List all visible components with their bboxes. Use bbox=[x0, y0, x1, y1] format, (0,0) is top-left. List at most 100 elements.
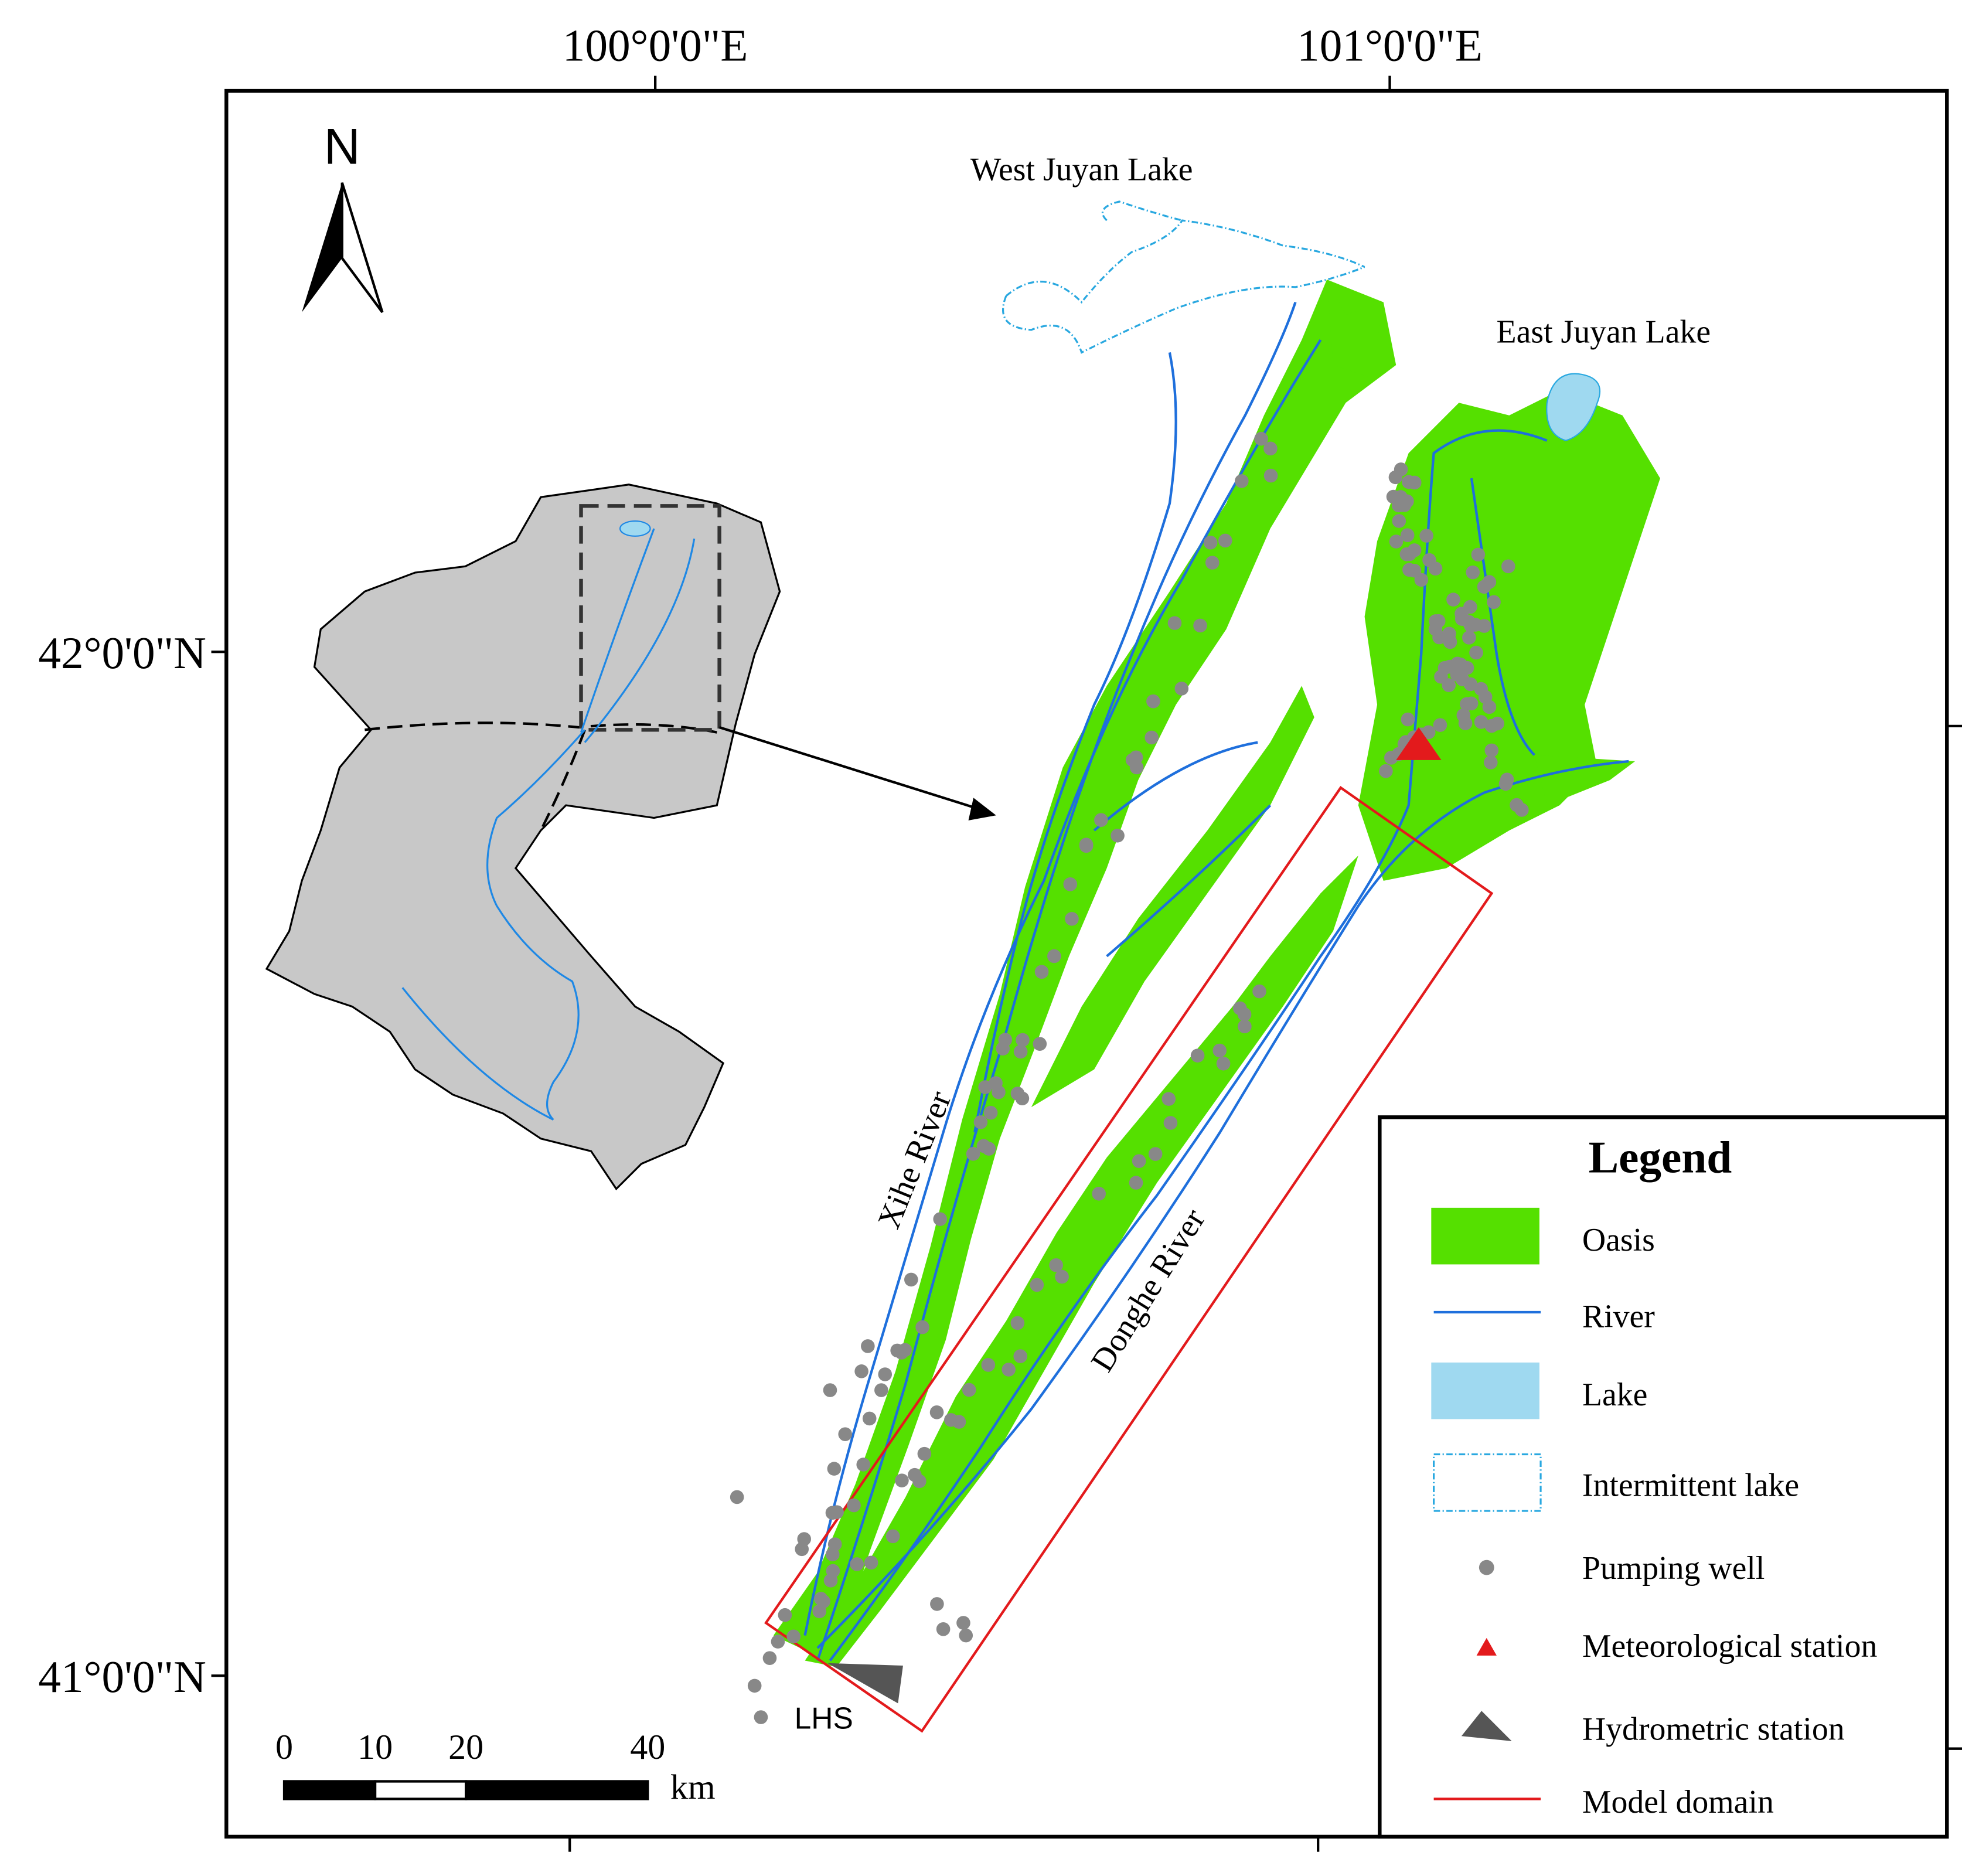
pumping-well bbox=[1033, 1037, 1047, 1051]
pumping-well bbox=[862, 1411, 877, 1426]
pumping-well bbox=[1013, 1349, 1028, 1363]
north-arrow bbox=[340, 182, 384, 314]
legend-label: Model domain bbox=[1582, 1784, 1774, 1820]
pumping-well bbox=[1055, 1269, 1069, 1284]
pumping-well bbox=[978, 1080, 992, 1094]
pumping-well bbox=[1034, 965, 1049, 979]
pumping-wells bbox=[730, 431, 1529, 1724]
pumping-well bbox=[1443, 635, 1457, 649]
pumping-well bbox=[778, 1608, 792, 1622]
pumping-well bbox=[1010, 1316, 1025, 1330]
pumping-well bbox=[1477, 580, 1491, 594]
legend-title: Legend bbox=[1589, 1132, 1732, 1183]
legend-symbol bbox=[1476, 1637, 1497, 1656]
pumping-well bbox=[1237, 1007, 1252, 1022]
pumping-well bbox=[854, 1364, 868, 1378]
pumping-well bbox=[850, 1557, 864, 1571]
pumping-well bbox=[1013, 1044, 1028, 1059]
pumping-well bbox=[825, 1506, 840, 1520]
pumping-well bbox=[1252, 984, 1266, 999]
pumping-well bbox=[878, 1367, 893, 1381]
pumping-well bbox=[762, 1651, 777, 1665]
pumping-well bbox=[1079, 837, 1094, 852]
lake-label: West Juyan Lake bbox=[970, 151, 1193, 188]
legend-label: Intermittent lake bbox=[1582, 1467, 1799, 1503]
pumping-well bbox=[1407, 475, 1422, 490]
pumping-well bbox=[989, 1076, 1003, 1090]
pumping-well bbox=[936, 1622, 951, 1636]
pumping-well bbox=[1193, 618, 1207, 633]
inset-river bbox=[401, 528, 696, 1121]
pumping-well bbox=[1254, 431, 1268, 446]
lake bbox=[1546, 373, 1601, 441]
intermittent-lake bbox=[1002, 200, 1365, 354]
legend-label: River bbox=[1582, 1299, 1655, 1335]
pumping-well bbox=[1092, 1186, 1106, 1201]
pumping-well bbox=[1394, 462, 1408, 476]
inset-lake bbox=[619, 520, 651, 537]
pumping-well bbox=[864, 1555, 878, 1570]
pumping-well bbox=[1464, 696, 1479, 711]
scale-segment bbox=[465, 1780, 649, 1800]
y-coordinate-label: 42°0'0"N bbox=[38, 628, 206, 678]
hydrometric-station bbox=[827, 1663, 903, 1704]
pumping-well bbox=[747, 1678, 762, 1693]
inset-basin bbox=[265, 484, 781, 1191]
pumping-well bbox=[981, 1358, 996, 1372]
y-coordinate-label: 41°0'0"N bbox=[38, 1652, 206, 1702]
pumping-well bbox=[1161, 1092, 1176, 1106]
river bbox=[803, 301, 1629, 1661]
pumping-well bbox=[885, 1529, 900, 1544]
scale-segment bbox=[282, 1780, 377, 1800]
pumping-well bbox=[1129, 750, 1143, 765]
pumping-well bbox=[1510, 798, 1524, 812]
pumping-well bbox=[1477, 619, 1491, 633]
pumping-well bbox=[1419, 529, 1433, 543]
pumping-well bbox=[1483, 755, 1498, 770]
legend-label: Hydrometric station bbox=[1582, 1711, 1845, 1748]
pumping-well bbox=[1392, 514, 1406, 528]
pumping-well bbox=[904, 1272, 918, 1287]
pumping-well bbox=[1190, 1048, 1205, 1063]
pumping-well bbox=[1167, 616, 1182, 630]
pumping-well bbox=[786, 1629, 801, 1644]
pumping-well bbox=[930, 1597, 944, 1611]
x-coordinate-label: 100°0'0"E bbox=[563, 21, 748, 71]
pumping-well bbox=[1407, 543, 1422, 557]
pumping-well bbox=[1446, 593, 1460, 607]
legend-symbol bbox=[1479, 1560, 1494, 1575]
legend-symbol bbox=[1431, 1207, 1539, 1265]
model-domain bbox=[764, 786, 1494, 1733]
map-frame bbox=[224, 88, 1949, 1839]
pumping-well bbox=[929, 1405, 944, 1419]
scale-segment bbox=[373, 1780, 468, 1800]
pumping-well bbox=[812, 1604, 827, 1619]
pumping-well bbox=[1132, 1154, 1146, 1168]
pumping-well bbox=[1462, 615, 1476, 629]
pumping-well bbox=[856, 1458, 871, 1472]
pumping-well bbox=[1501, 559, 1515, 574]
pumping-well bbox=[1471, 547, 1486, 562]
pumping-well bbox=[898, 1343, 912, 1357]
meteorological-station bbox=[1396, 727, 1442, 760]
inset-boundary bbox=[539, 729, 586, 831]
pumping-well bbox=[1129, 760, 1144, 775]
pumping-well bbox=[771, 1635, 785, 1649]
scale-tick-label: 10 bbox=[357, 1727, 393, 1766]
graticule-ticks bbox=[211, 76, 1962, 1852]
pumping-well bbox=[847, 1498, 861, 1513]
pumping-well bbox=[1049, 1258, 1063, 1272]
pumping-well bbox=[1063, 877, 1078, 891]
pumping-well bbox=[826, 1564, 840, 1578]
pumping-well bbox=[823, 1383, 837, 1397]
pumping-well bbox=[874, 1383, 888, 1397]
scale-tick-label: 0 bbox=[275, 1727, 293, 1766]
pumping-well bbox=[1030, 1278, 1044, 1292]
north-arrow bbox=[302, 182, 342, 312]
pumping-well bbox=[1433, 718, 1447, 732]
pumping-well bbox=[1407, 563, 1422, 578]
pumping-well bbox=[1484, 743, 1499, 758]
legend-label: Meteorological station bbox=[1582, 1628, 1878, 1664]
pumping-well bbox=[1144, 730, 1159, 745]
